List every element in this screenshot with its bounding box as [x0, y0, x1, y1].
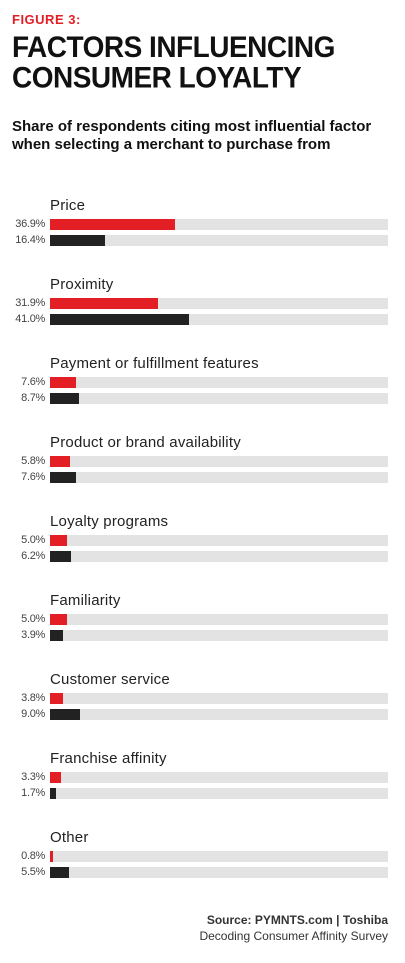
bar-row: 7.6% — [0, 471, 405, 484]
bar-track — [50, 235, 388, 246]
bar — [50, 235, 106, 246]
bar — [50, 614, 67, 625]
bar-track — [50, 851, 388, 862]
source-note: Source: PYMNTS.com | Toshiba Decoding Co… — [199, 912, 388, 944]
data-label: 16.4% — [15, 234, 45, 246]
data-label: 5.0% — [21, 534, 45, 546]
category-group: Loyalty programs 5.0% 6.2% — [0, 513, 405, 583]
bar-track — [50, 393, 388, 404]
bar-row: 16.4% — [0, 234, 405, 247]
category-label: Franchise affinity — [50, 750, 167, 767]
category-label: Loyalty programs — [50, 513, 169, 530]
data-label: 0.8% — [21, 850, 45, 862]
data-label: 36.9% — [15, 218, 45, 230]
bar-track — [50, 314, 388, 325]
category-group: Customer service 3.8% 9.0% — [0, 671, 405, 741]
data-label: 1.7% — [21, 787, 45, 799]
figure-label: FIGURE 3: — [12, 12, 81, 27]
category-label: Customer service — [50, 671, 170, 688]
category-label: Familiarity — [50, 592, 121, 609]
category-label: Price — [50, 197, 86, 214]
bar-row: 3.9% — [0, 629, 405, 642]
data-label: 31.9% — [15, 297, 45, 309]
bar — [50, 314, 189, 325]
bar-track — [50, 867, 388, 878]
bar-row: 3.3% — [0, 771, 405, 784]
bar-track — [50, 693, 388, 704]
bar — [50, 630, 64, 641]
bar-track — [50, 788, 388, 799]
bar-track — [50, 772, 388, 783]
bar-track — [50, 472, 388, 483]
bar-row: 8.7% — [0, 392, 405, 405]
bar — [50, 535, 67, 546]
bar-track — [50, 298, 388, 309]
bar-track — [50, 709, 388, 720]
bar — [50, 693, 63, 704]
category-group: Franchise affinity 3.3% 1.7% — [0, 750, 405, 820]
data-label: 5.5% — [21, 866, 45, 878]
bar — [50, 377, 76, 388]
data-label: 7.6% — [21, 376, 45, 388]
bar-track — [50, 377, 388, 388]
category-group: Price 36.9% 16.4% — [0, 197, 405, 267]
bar-row: 41.0% — [0, 313, 405, 326]
bar-track — [50, 551, 388, 562]
bar — [50, 788, 56, 799]
bar — [50, 219, 175, 230]
bar-row: 36.9% — [0, 218, 405, 231]
bar-row: 5.0% — [0, 613, 405, 626]
category-group: Product or brand availability 5.8% 7.6% — [0, 434, 405, 504]
bar-row: 9.0% — [0, 708, 405, 721]
bar-row: 6.2% — [0, 550, 405, 563]
category-group: Familiarity 5.0% 3.9% — [0, 592, 405, 662]
category-label: Proximity — [50, 276, 114, 293]
bar-track — [50, 614, 388, 625]
bar-track — [50, 630, 388, 641]
bar — [50, 551, 71, 562]
bar — [50, 393, 80, 404]
data-label: 3.8% — [21, 692, 45, 704]
bar-track — [50, 456, 388, 467]
source-line-2: Decoding Consumer Affinity Survey — [199, 929, 388, 943]
bar — [50, 772, 62, 783]
bar-row: 7.6% — [0, 376, 405, 389]
bar-row: 31.9% — [0, 297, 405, 310]
bar — [50, 472, 76, 483]
bar-row: 5.0% — [0, 534, 405, 547]
bar — [50, 709, 81, 720]
bar — [50, 851, 53, 862]
category-label: Payment or fulfillment features — [50, 355, 259, 372]
chart-title: FACTORS INFLUENCING CONSUMER LOYALTY — [12, 30, 335, 94]
bar-track — [50, 535, 388, 546]
data-label: 41.0% — [15, 313, 45, 325]
bar-row: 5.5% — [0, 866, 405, 879]
data-label: 5.8% — [21, 455, 45, 467]
bar-row: 3.8% — [0, 692, 405, 705]
category-label: Product or brand availability — [50, 434, 241, 451]
data-label: 9.0% — [21, 708, 45, 720]
source-line-1: Source: PYMNTS.com | Toshiba — [206, 913, 388, 927]
bar-row: 0.8% — [0, 850, 405, 863]
category-group: Proximity 31.9% 41.0% — [0, 276, 405, 346]
bar — [50, 867, 69, 878]
chart-subtitle: Share of respondents citing most influen… — [12, 118, 372, 153]
data-label: 3.3% — [21, 771, 45, 783]
data-label: 5.0% — [21, 613, 45, 625]
bar-row: 1.7% — [0, 787, 405, 800]
bar — [50, 298, 158, 309]
bar-row: 5.8% — [0, 455, 405, 468]
category-group: Other 0.8% 5.5% — [0, 829, 405, 899]
data-label: 3.9% — [21, 629, 45, 641]
data-label: 8.7% — [21, 392, 45, 404]
category-label: Other — [50, 829, 89, 846]
category-group: Payment or fulfillment features 7.6% 8.7% — [0, 355, 405, 425]
bar-track — [50, 219, 388, 230]
data-label: 7.6% — [21, 471, 45, 483]
bar — [50, 456, 70, 467]
data-label: 6.2% — [21, 550, 45, 562]
